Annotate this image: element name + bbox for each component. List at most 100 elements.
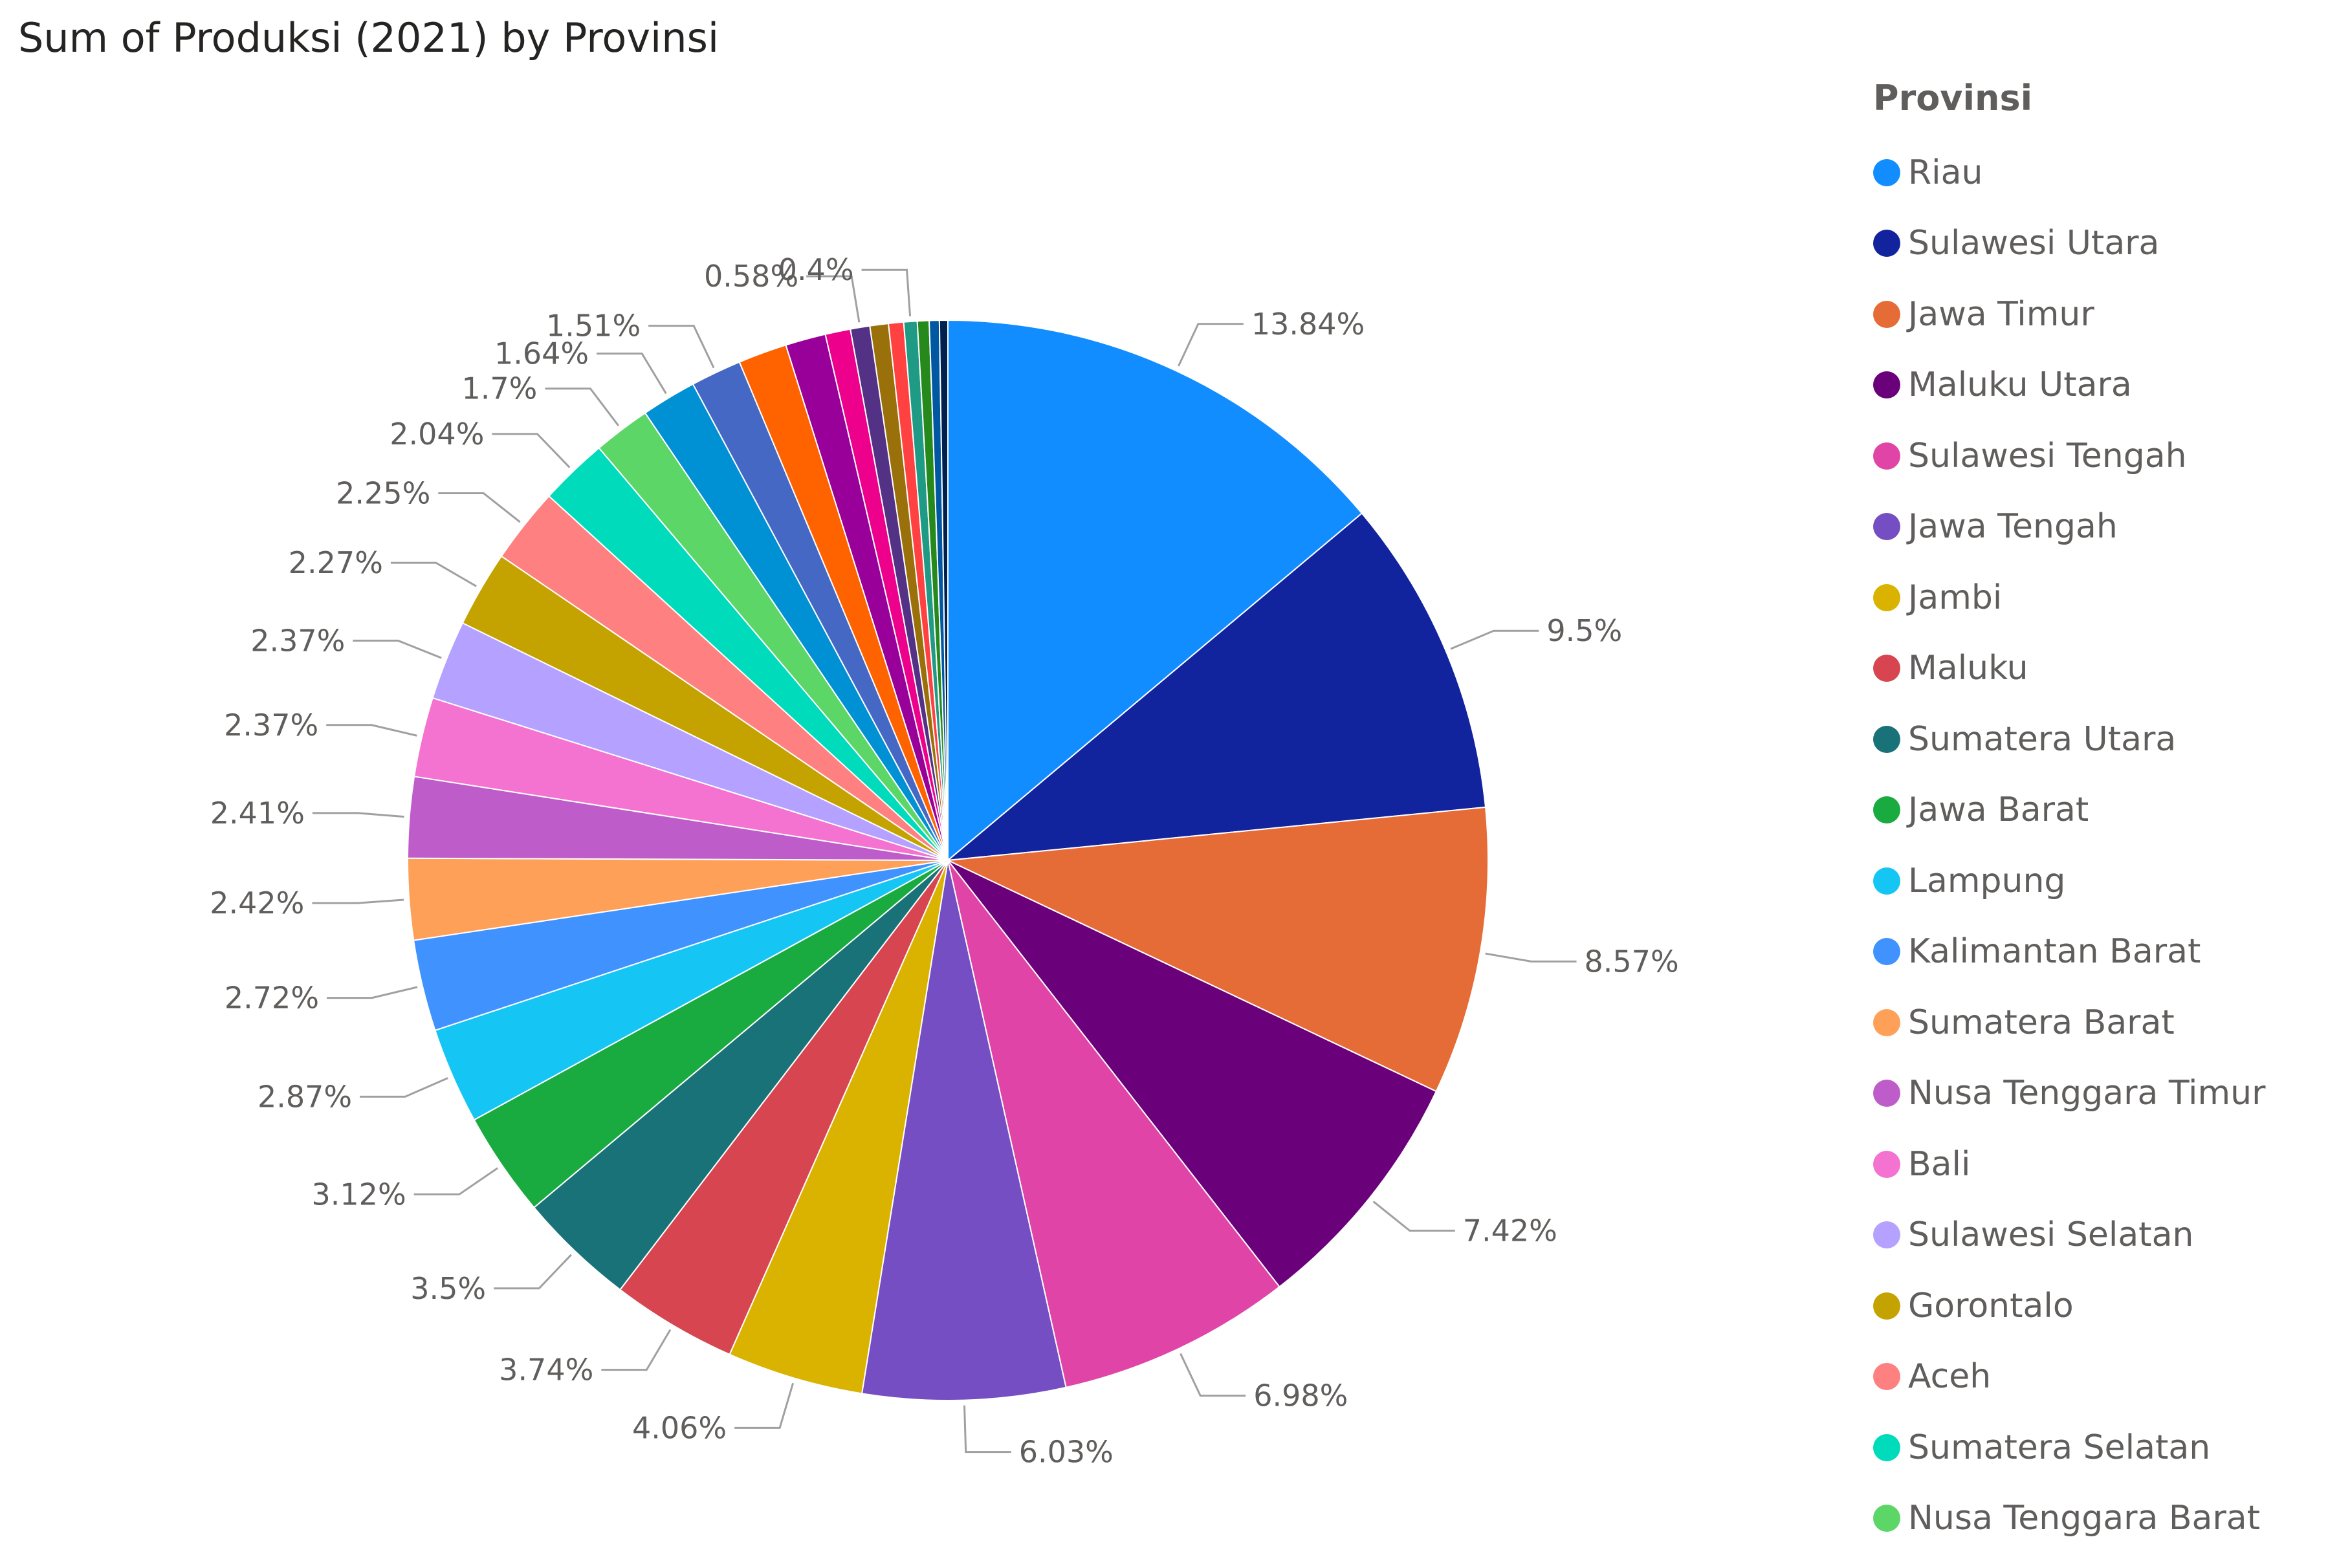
legend-color-dot	[1873, 158, 1900, 186]
legend-item[interactable]: Jawa Barat	[1873, 775, 2265, 846]
pie-slice[interactable]	[945, 806, 1489, 1093]
legend-label: Gorontalo	[1908, 1286, 2074, 1325]
leader-line	[413, 1167, 498, 1195]
legend-color-dot	[1873, 867, 1900, 895]
legend-item[interactable]: Maluku	[1873, 633, 2265, 704]
data-label: 2.41%	[210, 796, 305, 831]
pie-slice[interactable]	[945, 512, 1487, 862]
data-label: 3.74%	[499, 1353, 593, 1388]
leader-line	[545, 387, 620, 427]
legend-label: Jawa Tengah	[1908, 507, 2118, 547]
legend-item[interactable]: Bali	[1873, 1129, 2265, 1200]
data-label: 2.87%	[258, 1079, 352, 1114]
leader-line	[1178, 323, 1244, 367]
legend-label: Nusa Tenggara Timur	[1908, 1074, 2266, 1113]
leader-line	[492, 433, 571, 468]
legend-color-dot	[1873, 442, 1900, 470]
leader-line	[494, 1254, 572, 1290]
legend-label: Jawa Timur	[1908, 294, 2094, 334]
pie-slices	[407, 319, 1489, 1401]
leader-line	[861, 268, 912, 317]
data-label: 2.37%	[224, 708, 318, 743]
leader-line	[963, 1405, 1011, 1454]
pie-slice[interactable]	[619, 860, 949, 1356]
legend-color-dot	[1873, 230, 1900, 257]
legend-color-dot	[1873, 1433, 1900, 1461]
data-label: 13.84%	[1251, 307, 1365, 342]
legend-item[interactable]: Nusa Tenggara Timur	[1873, 1058, 2265, 1129]
legend-label: Maluku	[1908, 649, 2028, 688]
legend-color-dot	[1873, 583, 1900, 611]
leader-line	[312, 898, 404, 904]
legend-item[interactable]: Sulawesi Utara	[1873, 208, 2265, 279]
leader-line	[1180, 1353, 1246, 1397]
legend-color-dot	[1873, 371, 1900, 399]
legend-item[interactable]: Sulawesi Tengah	[1873, 420, 2265, 492]
legend: Provinsi Riau Sulawesi Utara Jawa Timur Mal…	[1873, 78, 2265, 1554]
legend-color-dot	[1873, 513, 1900, 541]
data-label: 0.4%	[778, 252, 854, 287]
data-label: 2.72%	[225, 981, 319, 1016]
chart-title: Sum of Produksi (2021) by Provinsi	[18, 14, 719, 61]
leader-line	[327, 986, 418, 999]
pie-slice[interactable]	[938, 319, 949, 861]
legend-item[interactable]: Riau	[1873, 137, 2265, 208]
legend-label: Maluku Utara	[1908, 365, 2132, 405]
pie-slice[interactable]	[861, 860, 1067, 1401]
legend-item[interactable]: Sumatera Barat	[1873, 987, 2265, 1058]
data-label: 7.42%	[1463, 1214, 1557, 1248]
legend-label: Sumatera Barat	[1908, 1003, 2175, 1042]
legend-label: Jambi	[1908, 578, 2003, 617]
pie-slice[interactable]	[947, 319, 1363, 862]
data-label: 1.7%	[462, 371, 538, 406]
data-label: 3.5%	[410, 1271, 486, 1306]
legend-item[interactable]: Jawa Timur	[1873, 279, 2265, 350]
data-label: 8.57%	[1585, 944, 1679, 979]
data-label: 2.04%	[390, 417, 484, 452]
legend-label: Lampung	[1908, 861, 2066, 900]
data-label: 2.27%	[289, 545, 383, 580]
legend-color-dot	[1873, 796, 1900, 824]
legend-label: Sumatera Utara	[1908, 719, 2177, 759]
leader-line	[360, 1077, 448, 1098]
legend-label: Sulawesi Tengah	[1908, 436, 2187, 475]
legend-label: Sulawesi Selatan	[1908, 1215, 2194, 1255]
data-label: 0.58%	[704, 259, 798, 294]
legend-color-dot	[1873, 655, 1900, 682]
leader-line	[806, 275, 861, 323]
leader-line	[734, 1382, 795, 1429]
legend-label: Nusa Tenggara Barat	[1908, 1499, 2261, 1538]
data-label: 4.06%	[632, 1410, 727, 1445]
legend-label: Bali	[1908, 1144, 1971, 1184]
data-label: 9.5%	[1546, 613, 1622, 648]
data-label: 6.03%	[1019, 1435, 1114, 1470]
legend-item[interactable]: Lampung	[1873, 845, 2265, 917]
legend-item[interactable]: Gorontalo	[1873, 1270, 2265, 1342]
legend-label: Kalimantan Barat	[1908, 932, 2201, 972]
legend-item[interactable]: Sumatera Selatan	[1873, 1412, 2265, 1483]
legend-item[interactable]: Jawa Tengah	[1873, 492, 2265, 563]
legend-item[interactable]: Sulawesi Selatan	[1873, 1200, 2265, 1271]
legend-color-dot	[1873, 725, 1900, 753]
leader-line	[353, 639, 442, 659]
pie-slice[interactable]	[947, 860, 1438, 1288]
legend-item[interactable]: Maluku Utara	[1873, 350, 2265, 421]
pie-slice[interactable]	[729, 860, 949, 1395]
data-label: 6.98%	[1253, 1378, 1348, 1413]
data-label: 3.12%	[312, 1177, 406, 1212]
legend-item[interactable]: Kalimantan Barat	[1873, 917, 2265, 988]
legend-label: Aceh	[1908, 1357, 1992, 1397]
legend-item[interactable]: Aceh	[1873, 1342, 2265, 1413]
legend-item[interactable]: Sumatera Utara	[1873, 704, 2265, 775]
pie-slice[interactable]	[947, 860, 1280, 1388]
legend-color-dot	[1873, 1221, 1900, 1249]
data-label: 1.64%	[494, 336, 589, 371]
data-label: 1.51%	[546, 309, 641, 343]
leader-line	[312, 812, 404, 818]
data-labels: 13.84% 9.5% 8.57% 7.42% 6.98% 6.03% 4.06% 3.74%…	[210, 252, 1678, 1469]
legend-title: Provinsi	[1873, 78, 2033, 118]
legend-item[interactable]: Jambi	[1873, 562, 2265, 633]
legend-item[interactable]: Nusa Tenggara Barat	[1873, 1483, 2265, 1554]
leader-line	[1450, 629, 1539, 650]
